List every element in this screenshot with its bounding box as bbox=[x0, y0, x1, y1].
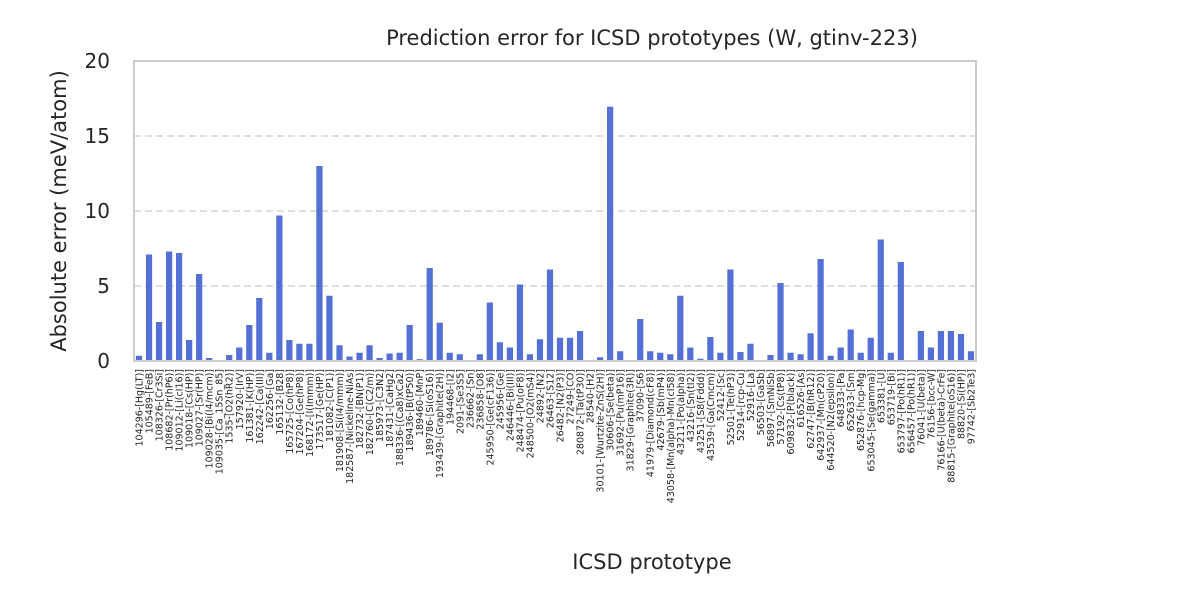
bar bbox=[527, 354, 533, 361]
bar bbox=[256, 298, 262, 361]
x-ticks: 104296-[Hg(LT)]105489-[FeB]108326-[Cr3Si… bbox=[135, 369, 978, 503]
bar bbox=[286, 340, 292, 361]
bar bbox=[497, 342, 503, 361]
bars bbox=[136, 107, 974, 361]
bar bbox=[507, 348, 513, 362]
bar bbox=[336, 345, 342, 361]
bar bbox=[787, 353, 793, 361]
bar bbox=[747, 344, 753, 361]
bar bbox=[186, 340, 192, 361]
grid-lines bbox=[134, 136, 976, 286]
bar bbox=[677, 296, 683, 361]
x-tick-label: 97742-[Sb2Te3] bbox=[966, 369, 977, 444]
y-ticks: 0 5 10 15 20 bbox=[85, 49, 110, 373]
bar bbox=[387, 354, 393, 362]
bar bbox=[878, 240, 884, 362]
bar bbox=[687, 348, 693, 362]
bar bbox=[437, 323, 443, 361]
bar bbox=[316, 166, 322, 361]
bar bbox=[547, 270, 553, 362]
bar bbox=[517, 285, 523, 362]
bar bbox=[968, 351, 974, 361]
y-tick-label: 0 bbox=[97, 349, 110, 373]
bar bbox=[146, 255, 152, 362]
bar bbox=[397, 353, 403, 361]
bar bbox=[366, 345, 372, 361]
bar bbox=[266, 353, 272, 361]
x-axis-label: ICSD prototype bbox=[572, 550, 731, 574]
bar bbox=[737, 352, 743, 361]
bar bbox=[637, 319, 643, 361]
bar bbox=[888, 353, 894, 361]
bar bbox=[667, 354, 673, 361]
bar bbox=[196, 274, 202, 361]
bar bbox=[918, 331, 924, 361]
bar bbox=[246, 325, 252, 361]
bar bbox=[407, 325, 413, 361]
bar bbox=[306, 344, 312, 361]
bar bbox=[777, 283, 783, 361]
bar bbox=[477, 354, 483, 361]
bar bbox=[848, 330, 854, 362]
bar bbox=[356, 353, 362, 361]
bar bbox=[427, 268, 433, 361]
bar bbox=[457, 354, 463, 361]
bar bbox=[808, 333, 814, 361]
bar bbox=[296, 344, 302, 361]
bar bbox=[717, 353, 723, 361]
bar bbox=[838, 348, 844, 362]
bar bbox=[707, 337, 713, 361]
bar bbox=[657, 353, 663, 361]
bar bbox=[567, 338, 573, 361]
bar bbox=[537, 339, 543, 361]
bar bbox=[647, 351, 653, 361]
y-tick-label: 20 bbox=[85, 49, 110, 73]
bar bbox=[617, 351, 623, 361]
y-axis-label: Absolute error (meV/atom) bbox=[47, 70, 71, 352]
bar bbox=[948, 331, 954, 361]
bar bbox=[818, 259, 824, 361]
bar bbox=[928, 348, 934, 362]
bar bbox=[577, 331, 583, 361]
bar bbox=[557, 338, 563, 361]
bar bbox=[898, 262, 904, 361]
bar bbox=[858, 353, 864, 361]
bar bbox=[326, 296, 332, 361]
bar bbox=[276, 216, 282, 362]
bar bbox=[797, 354, 803, 361]
bar bbox=[487, 303, 493, 362]
bar bbox=[958, 334, 964, 361]
bar bbox=[166, 252, 172, 362]
bar bbox=[447, 353, 453, 361]
bar bbox=[938, 331, 944, 361]
bar bbox=[156, 322, 162, 361]
chart-title: Prediction error for ICSD prototypes (W,… bbox=[386, 26, 918, 50]
bar bbox=[176, 253, 182, 361]
bar bbox=[236, 348, 242, 362]
bar bbox=[727, 270, 733, 362]
y-tick-label: 15 bbox=[85, 124, 110, 148]
y-tick-label: 10 bbox=[85, 199, 110, 223]
y-tick-label: 5 bbox=[97, 274, 110, 298]
bar bbox=[868, 338, 874, 361]
bar bbox=[607, 107, 613, 361]
